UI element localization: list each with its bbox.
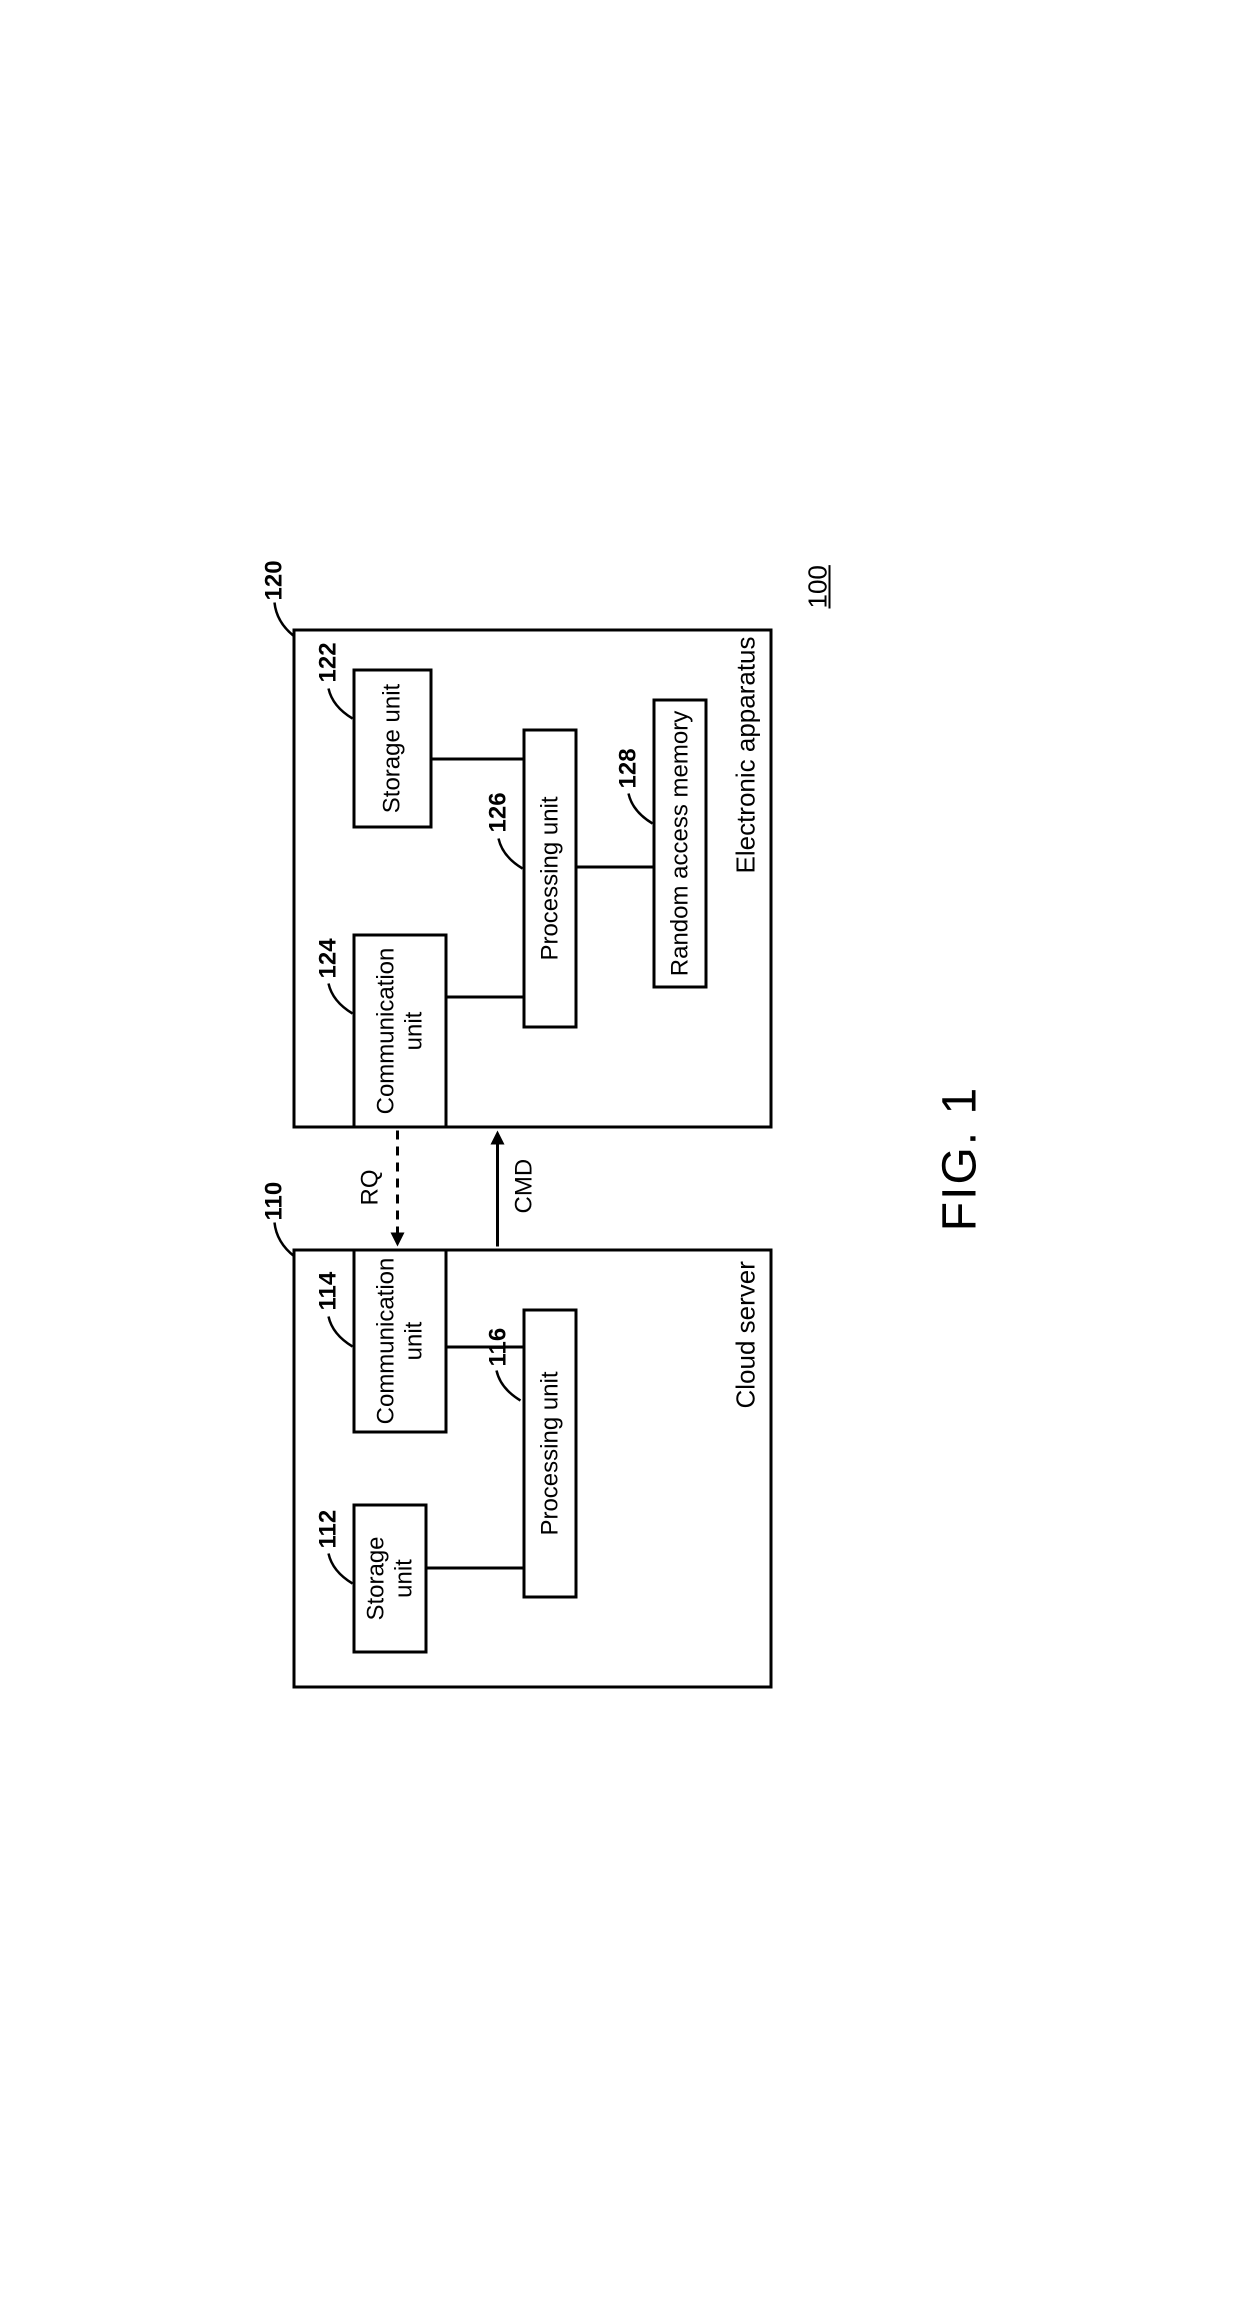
conn-126-128: [578, 866, 653, 869]
leader-114: [325, 1307, 355, 1357]
elec-storage-box: Storage unit: [353, 669, 433, 829]
electronic-title: Electronic apparatus: [731, 636, 762, 873]
elec-comm-label: Communication unit: [372, 945, 428, 1118]
ref-128: 128: [615, 748, 643, 788]
rq-arrow: [383, 1129, 413, 1249]
elec-comm-box: Communication unit: [353, 934, 448, 1129]
block-diagram: Cloud server 110 Storage unit 112 Commun…: [253, 609, 873, 1709]
cmd-label: CMD: [511, 1159, 539, 1214]
ref-124: 124: [315, 938, 343, 978]
ref-126: 126: [485, 792, 513, 832]
elec-proc-box: Processing unit: [523, 729, 578, 1029]
conn-112-116: [428, 1567, 523, 1570]
conn-124-126: [448, 996, 523, 999]
ref-112: 112: [315, 1510, 343, 1549]
leader-112: [325, 1544, 355, 1594]
rq-label: RQ: [357, 1170, 385, 1206]
ref-114: 114: [315, 1272, 343, 1311]
leader-126: [495, 829, 525, 879]
diagram-wrapper: Cloud server 110 Storage unit 112 Commun…: [253, 539, 988, 1779]
leader-122: [325, 679, 355, 729]
system-ref-100: 100: [803, 565, 834, 608]
ref-120: 120: [261, 560, 289, 600]
ref-122: 122: [315, 642, 343, 682]
elec-ram-box: Random access memory: [653, 699, 708, 989]
leader-124: [325, 974, 355, 1024]
leader-128: [625, 784, 655, 834]
cloud-comm-box: Communication unit: [353, 1249, 448, 1434]
leader-116: [493, 1361, 523, 1411]
cloud-comm-label: Communication unit: [372, 1258, 428, 1425]
conn-114-116: [448, 1346, 523, 1349]
cmd-arrow: [483, 1129, 513, 1249]
cloud-storage-box: Storage unit: [353, 1504, 428, 1654]
ref-110: 110: [261, 1182, 289, 1221]
conn-122-126: [433, 758, 523, 761]
figure-caption: FIG. 1: [933, 1086, 988, 1231]
cloud-proc-box: Processing unit: [523, 1309, 578, 1599]
cloud-server-title: Cloud server: [731, 1261, 762, 1408]
